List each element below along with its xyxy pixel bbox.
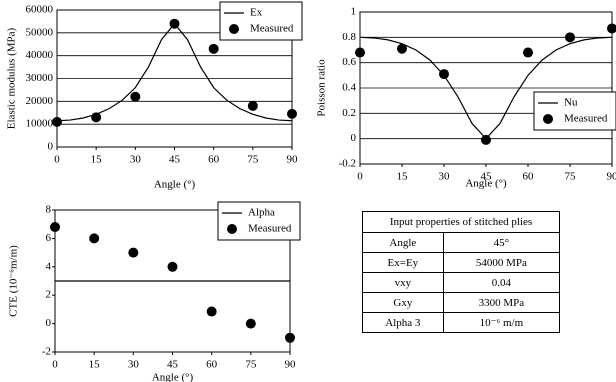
x-tick-label: 0 (54, 154, 60, 166)
x-tick-label: 60 (206, 359, 218, 371)
table-cell: 45° (442, 232, 561, 253)
table-cell: Ex=Ey (362, 252, 444, 273)
x-tick-label: 90 (607, 171, 616, 183)
data-point (285, 332, 295, 343)
data-point (130, 91, 141, 102)
properties-table: Input properties of stitched plies Angle… (362, 211, 561, 333)
legend-label: Measured (248, 223, 292, 235)
y-tick-label: 60000 (26, 4, 54, 16)
table-cell: Angle (362, 232, 444, 253)
y-tick-label: 0.2 (342, 107, 356, 119)
y-tick-label: 1 (351, 6, 357, 18)
x-tick-label: 75 (247, 154, 259, 166)
x-axis-title: Angle (°) (152, 372, 194, 382)
y-tick-label: 0 (46, 317, 52, 329)
table-cell: 0.04 (442, 272, 561, 293)
x-tick-label: 60 (523, 171, 535, 183)
x-tick-label: 60 (208, 154, 220, 166)
legend-label: Nu (564, 97, 578, 109)
data-point (481, 134, 491, 145)
x-tick-label: 0 (52, 359, 58, 371)
table-cell: 54000 MPa (442, 252, 561, 273)
y-tick-label: 8 (46, 204, 52, 216)
x-tick-label: 45 (481, 171, 493, 183)
y-tick-label: 0.8 (342, 31, 356, 43)
legend-label: Ex (250, 7, 263, 19)
x-tick-label: 30 (439, 171, 451, 183)
data-point (89, 233, 100, 244)
y-tick-label: 30000 (26, 72, 54, 84)
table-row: Gxy 3300 MPa (362, 292, 561, 313)
data-point (247, 100, 258, 111)
x-tick-label: 75 (245, 359, 257, 371)
data-point (167, 261, 178, 272)
x-tick-label: 30 (130, 154, 142, 166)
data-point (245, 318, 256, 329)
x-tick-label: 90 (285, 359, 297, 371)
table-row: vxy 0.04 (362, 272, 561, 293)
y-tick-label: 40000 (26, 49, 54, 61)
data-point (91, 112, 102, 123)
legend-label: Measured (250, 23, 294, 35)
x-axis-title: Angle (°) (154, 179, 196, 191)
table-title: Input properties of stitched plies (362, 211, 560, 233)
y-tick-label: 2 (46, 289, 52, 301)
y-tick-label: 0.6 (342, 56, 356, 68)
y-tick-label: 4 (46, 260, 52, 272)
x-tick-label: 15 (397, 171, 409, 183)
x-tick-label: 45 (167, 359, 179, 371)
plot-frame (56, 9, 293, 148)
data-point (287, 108, 297, 119)
data-point (565, 32, 575, 43)
y-tick-label: -0.2 (339, 158, 356, 170)
data-point (169, 18, 180, 29)
legend-swatch (227, 224, 237, 234)
y-tick-label: 0 (48, 141, 54, 153)
table-cell: vxy (362, 272, 444, 293)
x-tick-label: 15 (89, 359, 101, 371)
legend-label: Alpha (248, 207, 275, 219)
data-point (355, 47, 365, 58)
y-tick-label: 0 (351, 132, 357, 144)
data-point (52, 116, 62, 127)
table-row: Angle 45° (362, 232, 561, 253)
data-point (128, 247, 139, 258)
data-point (607, 23, 616, 34)
data-point (523, 47, 533, 58)
legend-label: Measured (564, 113, 608, 125)
y-tick-label: -2 (42, 346, 51, 358)
legend-swatch (229, 24, 239, 34)
x-tick-label: 0 (357, 171, 363, 183)
data-point (50, 222, 60, 233)
y-tick-label: 20000 (26, 95, 54, 107)
table-cell: 3300 MPa (442, 292, 561, 313)
table-cell: 10⁻⁶ m/m (442, 312, 561, 333)
y-tick-label: 0.4 (342, 82, 356, 94)
legend-swatch (543, 114, 553, 124)
data-point (397, 43, 407, 54)
y-tick-label: 50000 (26, 26, 54, 38)
data-point (439, 69, 449, 80)
table-cell: Alpha 3 (362, 312, 444, 333)
data-point (206, 306, 217, 317)
data-point (208, 43, 219, 54)
x-tick-label: 30 (128, 359, 140, 371)
x-tick-label: 15 (91, 154, 103, 166)
x-tick-label: 90 (287, 154, 299, 166)
y-tick-label: 6 (46, 232, 52, 244)
x-tick-label: 45 (169, 154, 181, 166)
y-axis-title: CTE (10⁻⁶m/m) (8, 245, 20, 317)
y-axis-title: Elastic modulus (MPa) (6, 27, 18, 129)
table-row: Ex=Ey 54000 MPa (362, 252, 561, 273)
plot-frame (359, 11, 613, 165)
y-tick-label: 10000 (26, 118, 54, 130)
x-axis-title: Angle (°) (465, 178, 507, 190)
x-tick-label: 75 (565, 171, 577, 183)
y-axis-title: Poisson ratio (316, 59, 328, 117)
table-row: Alpha 3 10⁻⁶ m/m (362, 312, 561, 333)
table-cell: Gxy (362, 292, 444, 313)
